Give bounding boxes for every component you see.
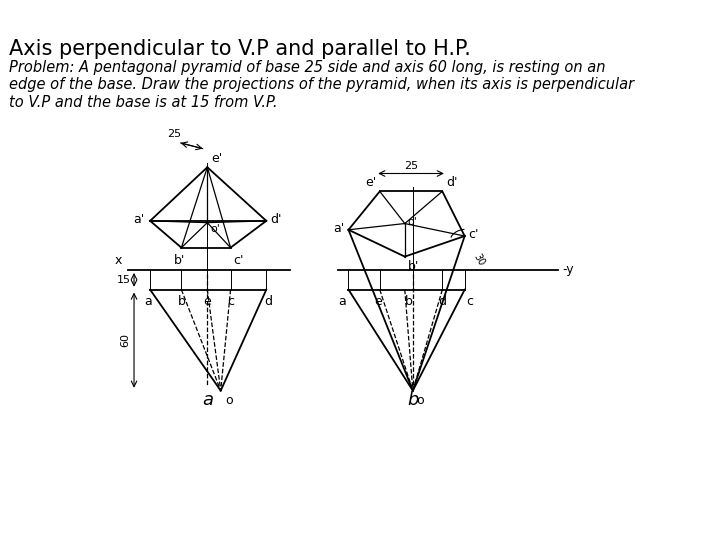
Text: -y: -y	[562, 264, 574, 276]
Text: d: d	[438, 295, 446, 308]
Text: 60: 60	[120, 333, 130, 347]
Text: b: b	[177, 295, 185, 308]
Text: a: a	[145, 295, 152, 308]
Text: 15: 15	[117, 275, 130, 285]
Text: b': b'	[174, 254, 185, 267]
Text: 25: 25	[404, 161, 418, 171]
Text: e: e	[204, 295, 211, 308]
Text: b: b	[407, 390, 418, 409]
Text: a': a'	[333, 221, 344, 234]
Text: a: a	[338, 295, 346, 308]
Text: c: c	[467, 295, 474, 308]
Text: o': o'	[210, 225, 220, 234]
Text: d': d'	[446, 176, 457, 188]
Text: 25: 25	[167, 129, 181, 139]
Text: b': b'	[408, 260, 419, 273]
Text: x: x	[115, 254, 122, 267]
Text: c': c'	[468, 228, 479, 241]
Text: d: d	[264, 295, 272, 308]
Text: a: a	[202, 390, 213, 409]
Text: d': d'	[270, 213, 282, 226]
Text: c': c'	[233, 254, 244, 267]
Text: o: o	[416, 394, 424, 407]
Text: e': e'	[365, 176, 376, 188]
Text: b: b	[405, 295, 413, 308]
Text: o: o	[225, 394, 233, 407]
Text: e: e	[374, 295, 382, 308]
Text: e': e'	[211, 152, 222, 165]
Text: Axis perpendicular to V.P and parallel to H.P.: Axis perpendicular to V.P and parallel t…	[9, 39, 471, 59]
Text: o': o'	[408, 217, 418, 227]
Text: c: c	[227, 295, 234, 308]
Text: 30: 30	[472, 252, 487, 268]
Text: Problem: A pentagonal pyramid of base 25 side and axis 60 long, is resting on an: Problem: A pentagonal pyramid of base 25…	[9, 60, 634, 110]
Text: a': a'	[133, 213, 145, 226]
